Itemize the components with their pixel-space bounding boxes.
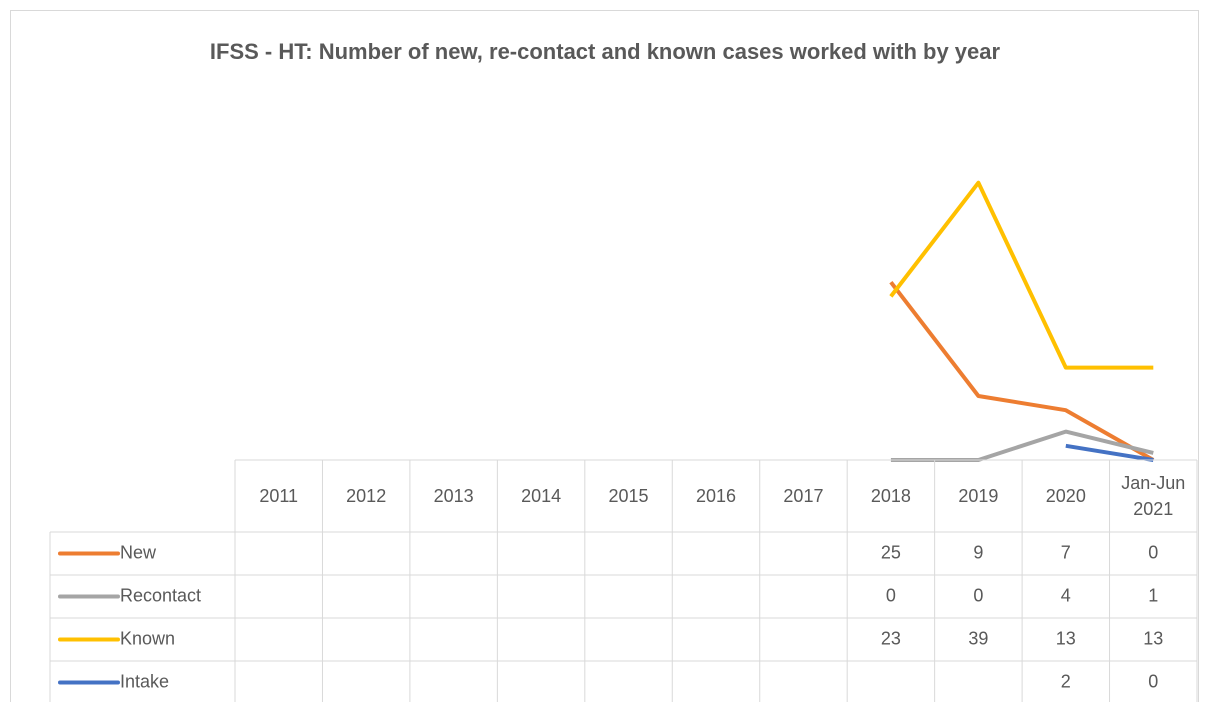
x-tick-label: 2018 [870, 486, 911, 506]
category-cell: 2014 [521, 486, 562, 506]
category-cell: 2012 [346, 486, 387, 506]
category-cell: 2019 [958, 486, 999, 506]
category-cell: 2018 [870, 486, 911, 506]
x-tick-label: 2013 [433, 486, 474, 506]
series-line [889, 280, 1155, 462]
data-label: 25 [881, 542, 901, 562]
data-label: 13 [1143, 628, 1163, 648]
data-label: 23 [881, 628, 901, 648]
x-tick-label: 2014 [521, 486, 562, 506]
chart-frame [10, 10, 1199, 702]
data-label: 0 [973, 585, 983, 605]
x-tick-label: 2020 [1045, 486, 1086, 506]
legend-label: Known [120, 628, 175, 648]
data-label: 9 [973, 542, 983, 562]
chart-title: IFSS - HT: Number of new, re-contact and… [209, 39, 1001, 64]
data-label: 2 [1061, 671, 1071, 691]
category-cell: 2016 [695, 486, 737, 506]
x-tick-label: 2016 [695, 486, 737, 506]
data-label: 0 [1148, 542, 1158, 562]
x-tick-label: 2011 [259, 486, 299, 506]
category-cell: 2015 [608, 486, 649, 506]
data-label: 0 [1148, 671, 1158, 691]
x-tick-label: Jan-Jun 2021 [1121, 473, 1186, 519]
data-label: 4 [1061, 585, 1071, 605]
legend-label: Intake [120, 671, 169, 691]
category-cell: 2020 [1045, 486, 1086, 506]
x-tick-label: 2019 [958, 486, 999, 506]
category-cell: 2013 [433, 486, 474, 506]
x-tick-label: 2012 [346, 486, 387, 506]
data-label: 0 [886, 585, 896, 605]
category-cell: 2011 [259, 486, 299, 506]
category-cell: 2017 [783, 486, 824, 506]
series-line [1065, 443, 1154, 462]
series-line [889, 180, 1154, 370]
x-tick-label: 2017 [783, 486, 824, 506]
legend-label: Recontact [120, 585, 201, 605]
x-tick-label: 2015 [608, 486, 649, 506]
chart-title-box: IFSS - HT: Number of new, re-contact and… [209, 39, 1001, 64]
data-label: 39 [968, 628, 988, 648]
data-label: 7 [1061, 542, 1071, 562]
legend-label: New [120, 542, 157, 562]
data-label: 1 [1148, 585, 1158, 605]
data-label: 13 [1056, 628, 1076, 648]
category-cell: Jan-Jun 2021 [1121, 473, 1186, 519]
